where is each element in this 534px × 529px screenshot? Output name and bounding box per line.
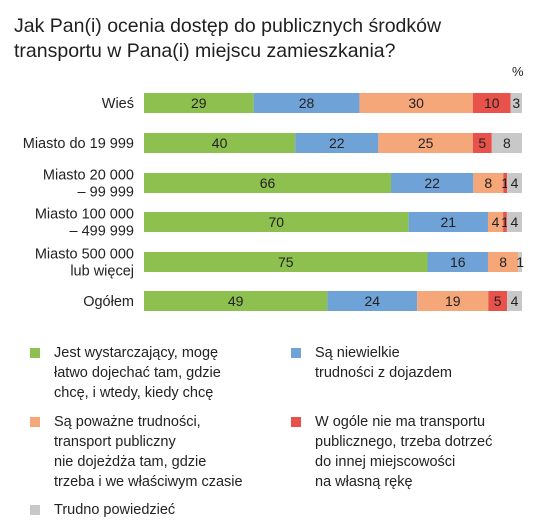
data-label: 10 [484,95,500,111]
bar-segment [506,212,522,232]
bar-segment [487,252,519,272]
data-label: 19 [445,293,461,309]
data-label: 22 [424,175,440,191]
bar-segment [144,173,392,193]
stacked-bar-chart: Wieś 29 28 30 10 3 Miasto do 19 999 40 22 25 5 8 Mia… [23,93,524,311]
data-label: 29 [191,95,207,111]
category-label: Miasto do 19 999 [23,136,134,152]
legend-item-sufficient: Jest wystarczający, mogę łatwo dojechać … [30,343,270,405]
bar-segment [472,133,492,153]
bar-segment [427,252,488,272]
data-label: 3 [512,95,520,111]
bar-segment [253,93,360,113]
bar-segment [472,93,511,113]
bar-segment [295,133,379,153]
bar-segment [144,93,254,113]
category-label: Ogółem [83,294,134,310]
bar-segment [327,291,418,311]
data-label: 4 [511,214,519,230]
data-label: 66 [260,175,276,191]
legend-swatch-red [291,417,301,427]
data-label: 4 [492,214,500,230]
data-label: 75 [278,254,294,270]
legend-label-no-transport: W ogóle nie ma transportu publicznego, t… [315,414,493,490]
category-label: Wieś [102,96,134,112]
data-label: 25 [418,135,434,151]
legend-swatch-green [30,348,40,358]
bar-segment [391,173,474,193]
data-label: 4 [511,293,519,309]
data-label: 1 [501,214,509,230]
category-label: Miasto 100 000– 499 999 [35,207,134,240]
data-label: 1 [516,254,524,270]
bar-segment [473,173,504,193]
data-label: 28 [299,95,315,111]
bar-segment [507,173,522,193]
data-label: 8 [484,175,492,191]
bar-segment [408,212,488,232]
bar-segment [487,212,504,232]
legend-swatch-gray [30,505,40,515]
bar-segment [503,173,508,193]
bar-segment [518,252,522,272]
bar-segment [417,291,489,311]
legend-item-no-transport: W ogóle nie ma transportu publicznego, t… [291,412,526,494]
bar-segment [488,291,508,311]
category-label: Miasto 20 000– 99 999 [43,168,134,201]
category-label: Miasto 500 000 lub więcej [35,247,134,280]
bar-segment [144,291,328,311]
data-label: 22 [329,135,345,151]
data-label: 8 [503,135,511,151]
data-label: 8 [499,254,507,270]
bar-segment [507,291,522,311]
legend-label-minor-difficulties: Są niewielkie trudności z dojazdem [315,345,453,381]
data-label: 16 [450,254,466,270]
data-label: 5 [478,135,486,151]
chart-title: Jak Pan(i) ocenia dostęp do publicznych … [14,15,442,62]
bar-segment [510,93,522,113]
bar-segment [144,133,296,153]
data-label: 70 [269,214,285,230]
legend-item-hard-to-say: Trudno powiedzieć [30,500,270,522]
legend-label-serious-difficulties: Są poważne trudności, transport publiczn… [54,414,243,490]
legend-item-serious-difficulties: Są poważne trudności, transport publiczn… [30,412,280,494]
bar-segment [378,133,473,153]
data-label: 24 [365,293,381,309]
bar-segment [359,93,473,113]
bar-segment [503,212,507,232]
bar-segment [144,252,428,272]
bar-segment [491,133,522,153]
data-label: 4 [511,175,519,191]
data-label: 5 [494,293,502,309]
data-label: 21 [441,214,457,230]
bar-segment [144,212,409,232]
legend-swatch-blue [291,348,301,358]
legend-label-sufficient: Jest wystarczający, mogę łatwo dojechać … [54,345,221,401]
data-label: 30 [408,95,424,111]
data-label: 40 [212,135,228,151]
data-label: 49 [228,293,244,309]
data-label: 1 [501,175,509,191]
legend-swatch-orange [30,417,40,427]
legend-item-minor-difficulties: Są niewielkie trudności z dojazdem [291,343,526,385]
legend-label-hard-to-say: Trudno powiedzieć [54,502,176,518]
unit-label: % [512,64,524,79]
